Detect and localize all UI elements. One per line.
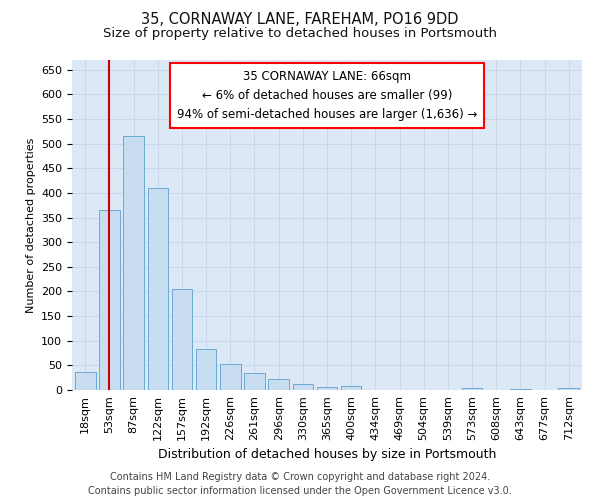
Bar [244,373,265,390]
Bar [172,289,192,390]
Text: Contains HM Land Registry data © Crown copyright and database right 2024.
Contai: Contains HM Land Registry data © Crown c… [88,472,512,496]
Bar [220,364,241,390]
Bar [196,349,217,390]
Bar [148,188,168,390]
Bar [559,388,579,390]
Bar [75,372,95,390]
Bar [462,388,482,390]
Bar [293,384,313,390]
Bar [341,386,361,390]
Y-axis label: Number of detached properties: Number of detached properties [26,138,35,312]
Bar [99,210,120,390]
Bar [317,386,337,390]
Bar [124,136,144,390]
Bar [510,388,530,390]
Text: 35, CORNAWAY LANE, FAREHAM, PO16 9DD: 35, CORNAWAY LANE, FAREHAM, PO16 9DD [141,12,459,28]
X-axis label: Distribution of detached houses by size in Portsmouth: Distribution of detached houses by size … [158,448,496,461]
Text: Size of property relative to detached houses in Portsmouth: Size of property relative to detached ho… [103,28,497,40]
Text: 35 CORNAWAY LANE: 66sqm
← 6% of detached houses are smaller (99)
94% of semi-det: 35 CORNAWAY LANE: 66sqm ← 6% of detached… [177,70,477,121]
Bar [268,379,289,390]
